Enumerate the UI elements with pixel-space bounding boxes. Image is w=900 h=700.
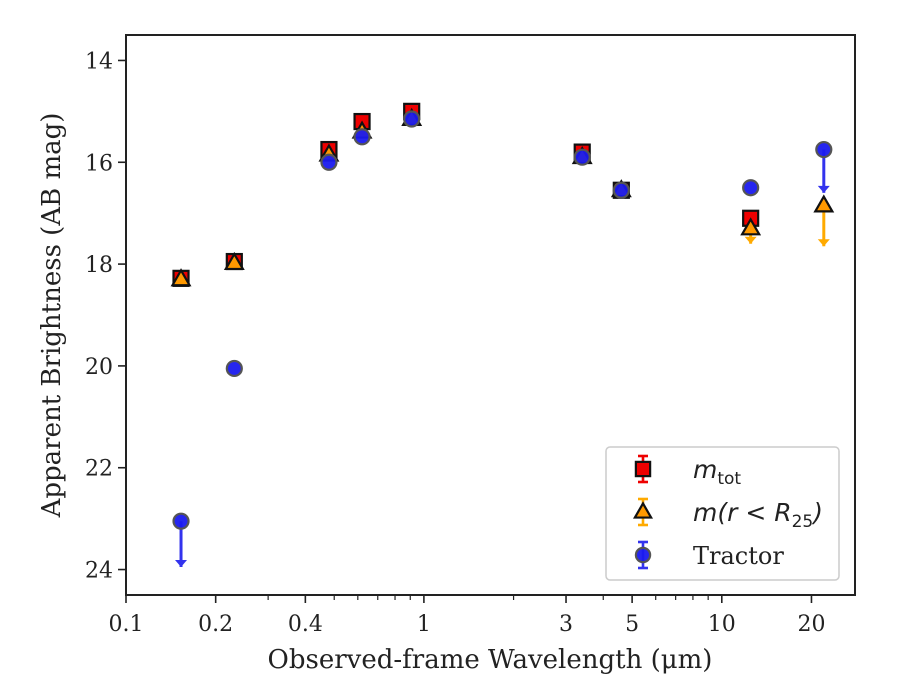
x-tick-label: 20: [797, 612, 825, 637]
x-tick-label: 0.1: [109, 612, 144, 637]
legend-label-base: m(r < R: [693, 498, 792, 527]
mr25-point: [813, 194, 835, 213]
legend-marker-mr25: [632, 501, 654, 519]
legend-box: [605, 446, 840, 581]
y-axis-label: Apparent Brightness (AB mag): [37, 113, 67, 519]
legend-label-tractor: Tractor: [693, 542, 784, 570]
tractor-point: [612, 181, 630, 199]
y-tick-label: 24: [85, 559, 113, 584]
mr25-point-limit-arrow: [817, 239, 830, 247]
tractor-point: [225, 359, 243, 378]
legend-label-mtot: mtot: [693, 455, 741, 489]
tractor-point: [403, 110, 421, 128]
x-tick-label: 10: [708, 612, 736, 637]
x-tick-label: 5: [625, 612, 639, 637]
mr25-point: [223, 251, 245, 271]
legend-label-subscript: tot: [717, 469, 741, 489]
legend-label-subscript: 25: [792, 512, 814, 532]
tractor-point-limit-arrow: [175, 560, 188, 567]
plot-frame: [125, 34, 856, 596]
tractor-point: [815, 140, 833, 159]
axis-ticks: 0.1 0.2 0.4 1 3 5 10 20 14 16 18 20 22 24: [85, 49, 825, 637]
tractor-point: [320, 153, 338, 171]
tractor-point: [742, 179, 760, 197]
legend-marker-mtot: [634, 460, 652, 478]
legend-label-mr25: m(r < R25): [693, 498, 823, 532]
x-tick-label: 0.4: [288, 612, 323, 637]
mr25-point-limit-arrow: [744, 236, 757, 244]
x-tick-label: 1: [417, 612, 431, 637]
tractor-point: [172, 512, 190, 530]
y-tick-label: 22: [85, 457, 113, 482]
x-axis-label: Observed-frame Wavelength (μm): [268, 645, 713, 675]
series-tractor: [172, 110, 833, 567]
legend-entry-mtot: mtot: [634, 454, 741, 489]
legend-label-tail: ): [811, 498, 823, 527]
tractor-point: [353, 128, 371, 146]
y-tick-label: 20: [85, 355, 113, 380]
mr25-point: [170, 268, 192, 287]
legend-entry-tractor: Tractor: [634, 540, 784, 570]
legend: mtot m(r < R25) Tractor: [605, 446, 840, 581]
legend-marker-tractor: [634, 546, 652, 564]
data-points: [170, 102, 835, 567]
legend-label-base: m: [693, 455, 717, 484]
tractor-point-limit-arrow: [817, 185, 830, 193]
y-tick-label: 14: [85, 49, 113, 74]
y-tick-label: 16: [85, 151, 113, 176]
tractor-point: [573, 148, 591, 166]
mr25-point: [740, 217, 762, 236]
x-tick-label: 0.2: [198, 612, 233, 637]
x-tick-label: 3: [559, 612, 573, 637]
legend-entry-mr25: m(r < R25): [632, 497, 823, 532]
y-tick-label: 18: [85, 253, 113, 278]
